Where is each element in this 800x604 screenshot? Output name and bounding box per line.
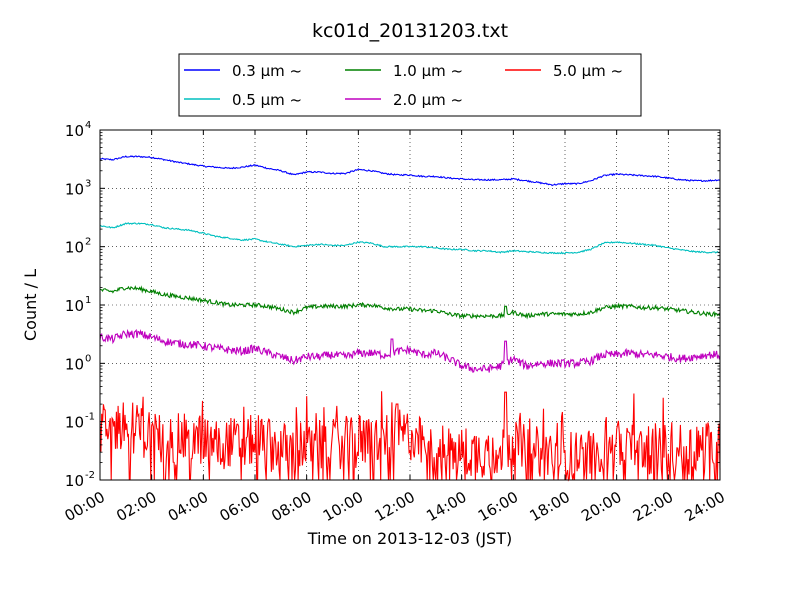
legend-label: 0.5 μm ~ — [232, 91, 302, 109]
y-tick-exponent: 2 — [85, 237, 91, 248]
legend-item: 5.0 μm ~ — [505, 62, 623, 80]
x-axis-label: Time on 2013-12-03 (JST) — [307, 529, 512, 548]
y-tick-label: 10 -1 — [65, 412, 95, 432]
y-tick-label: 10 3 — [65, 178, 91, 198]
series-line — [99, 155, 721, 187]
axis-ticks — [99, 129, 721, 481]
y-tick-base: 10 — [65, 414, 84, 432]
y-tick-base: 10 — [65, 297, 84, 315]
grid-lines — [100, 130, 720, 480]
chart-title: kc01d_20131203.txt — [312, 20, 508, 42]
y-tick-label: 10 0 — [65, 353, 91, 373]
y-tick-exponent: 0 — [85, 353, 91, 364]
legend-item: 1.0 μm ~ — [345, 62, 463, 80]
legend-item: 2.0 μm ~ — [345, 91, 463, 109]
y-tick-base: 10 — [65, 180, 84, 198]
y-tick-exponent: 1 — [85, 295, 91, 306]
y-axis-label: Count / L — [21, 269, 40, 341]
legend-label: 2.0 μm ~ — [393, 91, 463, 109]
y-tick-base: 10 — [65, 472, 84, 490]
legend-label: 5.0 μm ~ — [553, 62, 623, 80]
y-tick-exponent: 4 — [85, 120, 91, 131]
y-tick-label: 10 1 — [65, 295, 91, 315]
series-line — [99, 328, 721, 373]
series-line — [99, 391, 721, 482]
legend-box — [178, 53, 642, 117]
y-tick-exponent: 3 — [85, 178, 91, 189]
y-tick-base: 10 — [65, 239, 84, 257]
series-line — [99, 222, 721, 255]
y-tick-label: 10 -2 — [65, 470, 95, 490]
legend-label: 0.3 μm ~ — [232, 62, 302, 80]
y-tick-label: 10 2 — [65, 237, 91, 257]
y-tick-label: 10 4 — [65, 120, 91, 140]
y-tick-base: 10 — [65, 355, 84, 373]
data-series — [99, 155, 721, 482]
legend-item: 0.3 μm ~ — [184, 62, 302, 80]
y-tick-exponent: -1 — [85, 412, 95, 423]
legend-item: 0.5 μm ~ — [184, 91, 302, 109]
y-tick-base: 10 — [65, 122, 84, 140]
series-line — [99, 285, 721, 320]
legend-label: 1.0 μm ~ — [393, 62, 463, 80]
y-tick-exponent: -2 — [85, 470, 95, 481]
legend: 0.3 μm ~ 0.5 μm ~ 1.0 μm ~ 2.0 μm ~ 5.0 μm ~ — [178, 53, 642, 117]
